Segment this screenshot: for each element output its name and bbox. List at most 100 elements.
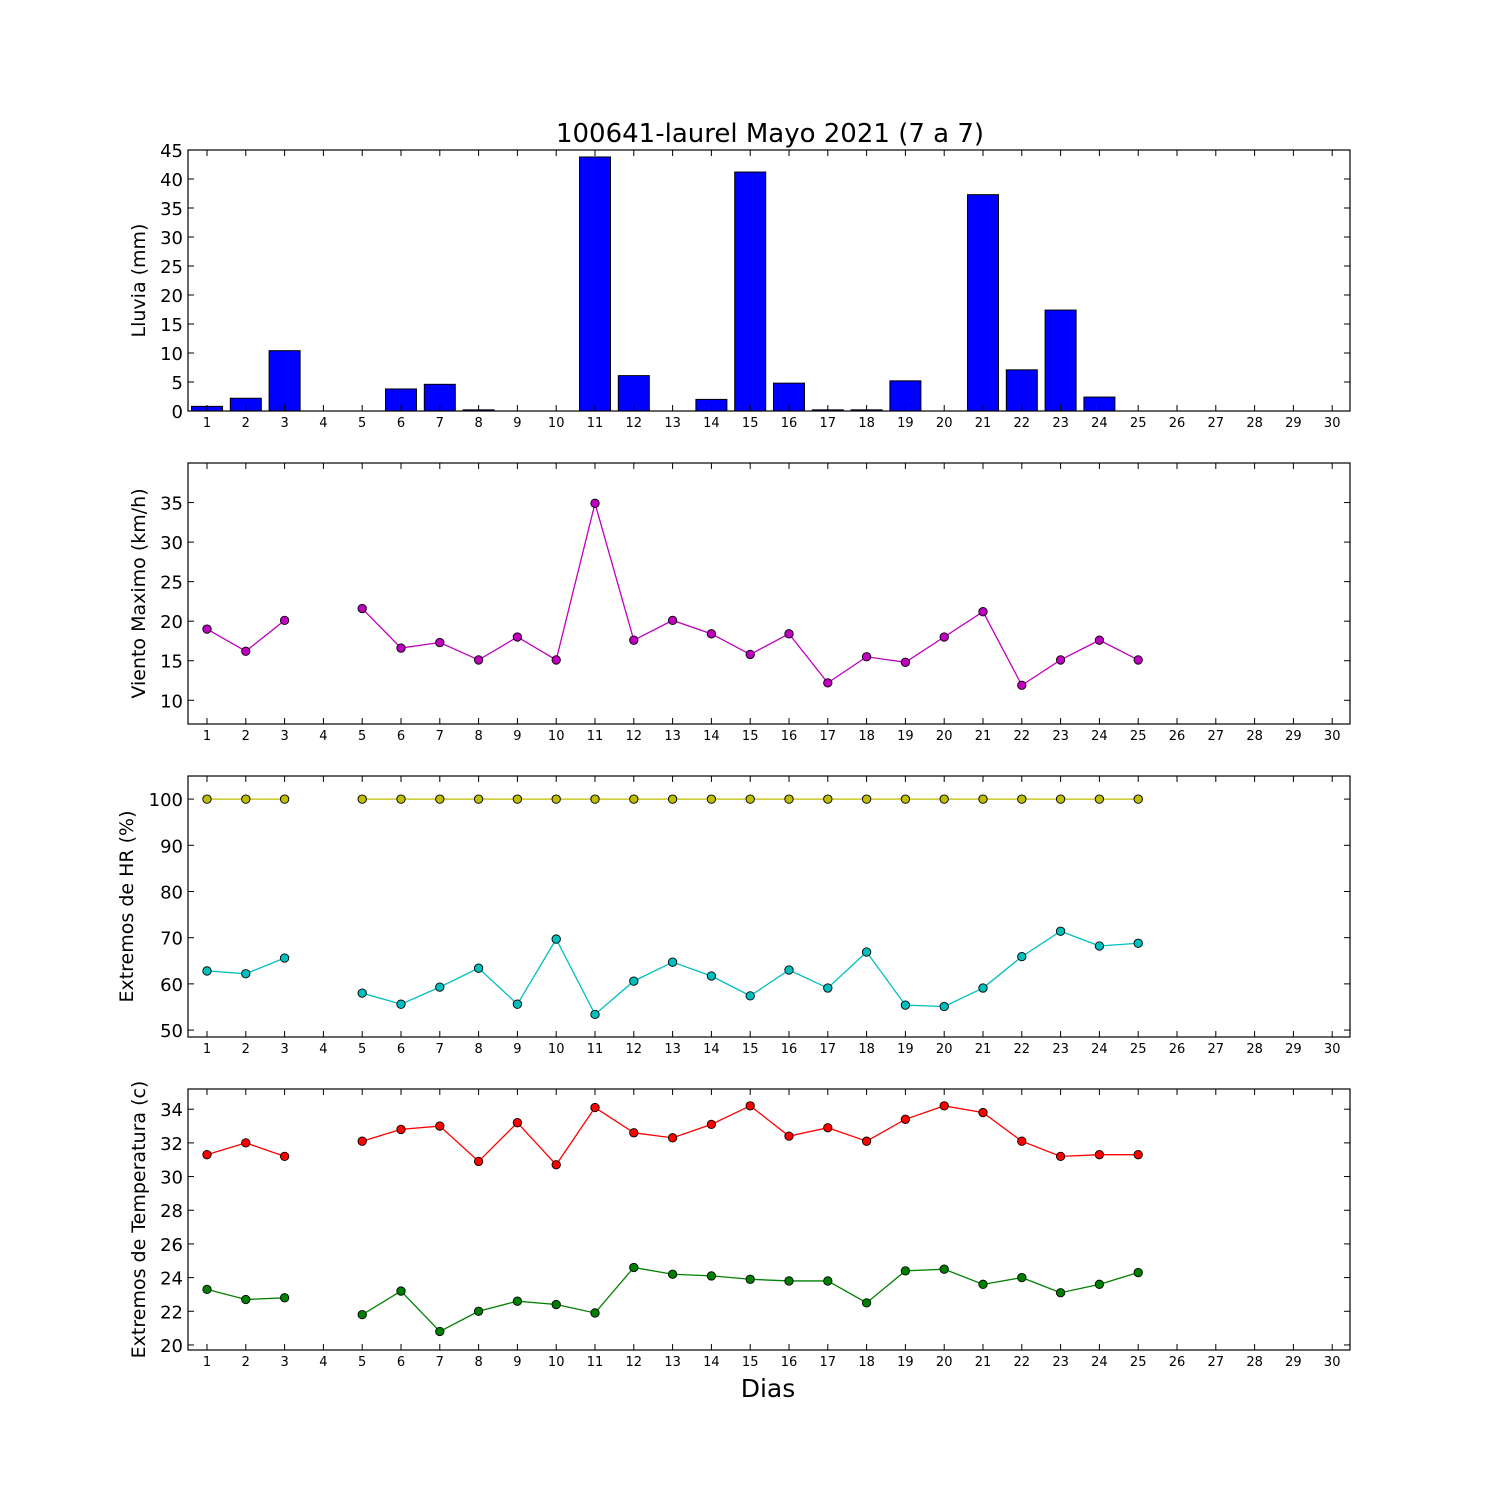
series-1-point-day-1 <box>202 1150 212 1160</box>
x-tick-label: 1 <box>203 729 211 744</box>
series-1-point-day-15 <box>745 1101 755 1111</box>
x-tick-label: 7 <box>436 1355 444 1370</box>
series-1-point-day-5 <box>357 603 367 614</box>
y-tick-label: 15 <box>160 315 183 336</box>
series-2-point-day-6 <box>396 999 406 1009</box>
x-tick-label: 7 <box>436 1042 444 1057</box>
x-tick-label: 29 <box>1285 729 1302 744</box>
y-axis-label: Extremos de Temperatura (c) <box>128 1081 150 1359</box>
series-1-point-day-5 <box>357 1136 367 1146</box>
series-2-point-day-15 <box>745 1274 755 1284</box>
series-2-point-day-5 <box>357 1309 367 1320</box>
x-tick-label: 16 <box>781 1355 798 1370</box>
x-tick-label: 26 <box>1169 1042 1186 1057</box>
series-1-point-day-6 <box>396 794 406 804</box>
y-tick-label: 10 <box>160 344 183 365</box>
series-1-point-day-23 <box>1055 655 1066 665</box>
x-tick-label: 30 <box>1324 1355 1341 1370</box>
x-tick-label: 17 <box>820 1355 837 1370</box>
y-tick-label: 35 <box>160 494 183 515</box>
series-2-point-day-16 <box>784 965 794 975</box>
y-tick-label: 10 <box>160 691 183 712</box>
series-2-point-day-2 <box>241 1294 251 1305</box>
x-tick-label: 2 <box>242 416 250 431</box>
y-tick-label: 25 <box>160 257 183 278</box>
x-tick-label: 16 <box>781 416 798 431</box>
series-1-point-day-6 <box>396 1124 406 1135</box>
y-tick-label: 90 <box>160 836 183 857</box>
x-axis-label: Dias <box>741 1374 796 1403</box>
x-tick-label: 5 <box>358 1042 366 1057</box>
series-1-point-day-3 <box>279 794 290 804</box>
x-tick-label: 12 <box>626 729 643 744</box>
series-1-point-day-10 <box>551 655 561 665</box>
x-tick-label: 28 <box>1246 1355 1263 1370</box>
y-tick-label: 32 <box>160 1134 183 1155</box>
series-1-point-day-1 <box>202 624 212 634</box>
series-1-point-day-25 <box>1133 794 1143 804</box>
x-tick-label: 17 <box>820 416 837 431</box>
x-tick-label: 24 <box>1091 729 1108 744</box>
y-tick-label: 80 <box>160 882 183 903</box>
series-2-point-day-14 <box>706 1271 717 1281</box>
x-tick-label: 3 <box>280 1042 288 1057</box>
x-tick-label: 8 <box>474 416 482 431</box>
x-tick-label: 24 <box>1091 416 1108 431</box>
series-1-point-day-6 <box>396 643 406 653</box>
series-1-point-day-2 <box>241 794 251 804</box>
series-1-point-day-24 <box>1094 1150 1105 1160</box>
y-tick-label: 26 <box>160 1235 183 1256</box>
series-1-point-day-9 <box>512 1118 523 1128</box>
x-tick-label: 1 <box>203 416 211 431</box>
x-tick-label: 14 <box>703 416 720 431</box>
series-1-point-day-7 <box>435 1121 445 1131</box>
x-tick-label: 24 <box>1091 1355 1108 1370</box>
series-1-point-day-21 <box>978 607 988 617</box>
x-tick-label: 18 <box>858 729 875 744</box>
series-1-point-day-17 <box>823 1123 833 1133</box>
x-tick-label: 14 <box>703 1042 720 1057</box>
y-tick-label: 28 <box>160 1201 183 1222</box>
series-2-point-day-10 <box>551 934 561 944</box>
x-tick-label: 23 <box>1052 1042 1069 1057</box>
series-2-point-day-21 <box>978 983 988 993</box>
x-tick-label: 23 <box>1052 729 1069 744</box>
x-tick-label: 27 <box>1208 1042 1225 1057</box>
x-tick-label: 5 <box>358 1355 366 1370</box>
series-2-point-day-23 <box>1055 926 1066 936</box>
x-tick-label: 7 <box>436 729 444 744</box>
series-2-point-day-8 <box>473 1306 484 1316</box>
series-1-point-day-17 <box>823 794 833 804</box>
x-tick-label: 4 <box>319 1355 327 1370</box>
rain-bar-day-22 <box>1005 369 1038 412</box>
x-tick-label: 4 <box>319 1042 327 1057</box>
y-tick-label: 40 <box>160 170 183 191</box>
series-1-point-day-24 <box>1094 794 1105 804</box>
x-tick-label: 13 <box>664 1355 681 1370</box>
series-2-point-day-13 <box>667 957 678 967</box>
series-1-point-day-12 <box>629 1128 639 1138</box>
series-1-point-day-15 <box>745 649 755 660</box>
axes-frame <box>187 462 1351 725</box>
series-2-point-day-9 <box>512 1296 523 1306</box>
x-tick-label: 11 <box>587 1355 604 1370</box>
x-tick-label: 8 <box>474 1042 482 1057</box>
y-axis-label: Extremos de HR (%) <box>116 810 138 1002</box>
y-tick-label: 50 <box>160 1021 183 1042</box>
series-2-point-day-23 <box>1055 1288 1066 1298</box>
series-1-point-day-12 <box>629 635 639 645</box>
rain-bar-day-15 <box>734 171 767 412</box>
y-tick-label: 60 <box>160 975 183 996</box>
figure-title: 100641-laurel Mayo 2021 (7 a 7) <box>556 119 984 149</box>
x-tick-label: 2 <box>242 1042 250 1057</box>
y-tick-label: 30 <box>160 1168 183 1189</box>
series-2-point-day-20 <box>939 1264 949 1274</box>
series-1-point-day-19 <box>900 657 911 667</box>
x-tick-label: 21 <box>975 1355 992 1370</box>
x-tick-label: 9 <box>513 416 521 431</box>
y-tick-label: 5 <box>172 373 183 394</box>
x-tick-label: 6 <box>397 1042 405 1057</box>
